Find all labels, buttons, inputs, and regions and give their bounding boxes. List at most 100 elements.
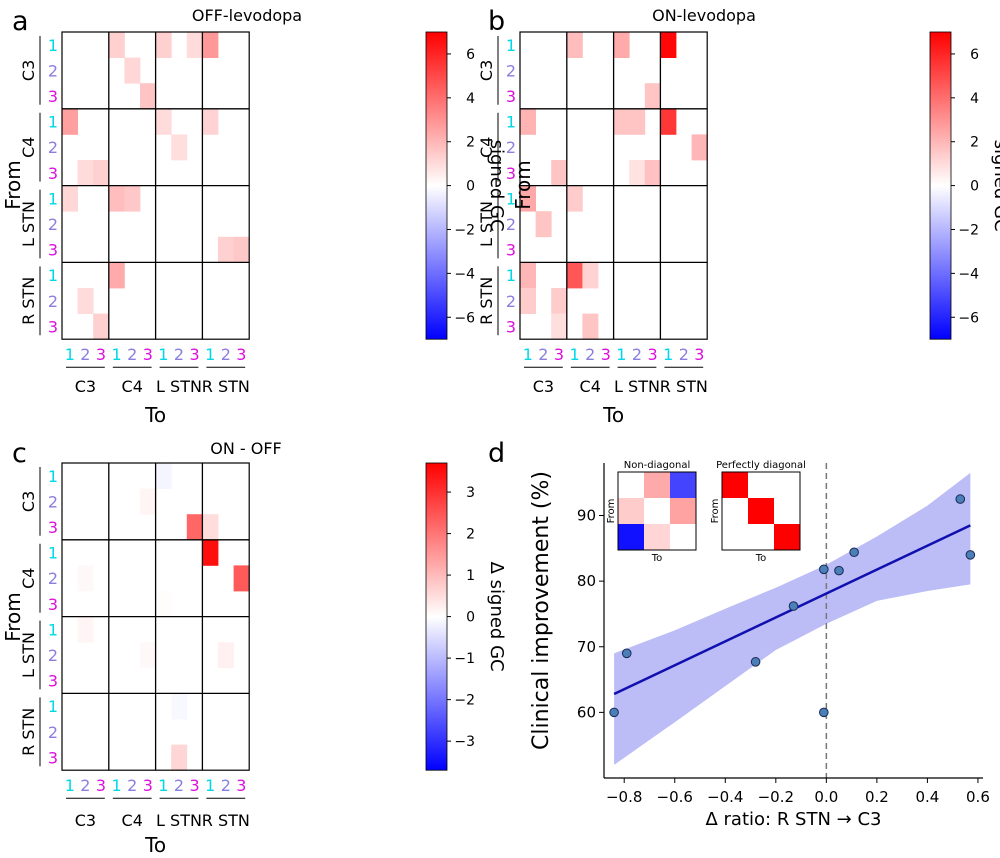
y-axis-label: From [1, 592, 25, 642]
x-group-label: R STN [660, 377, 708, 396]
colorbar-tick-label: −6 [454, 310, 475, 326]
x-tick-label: 3 [190, 345, 200, 364]
heatmap-cell [691, 134, 708, 161]
x-tick-label: 2 [585, 345, 595, 364]
colorbar-tick-label: −4 [454, 266, 475, 282]
x-tick-label: −0.6 [657, 788, 693, 806]
y-tick-label: 3 [48, 87, 58, 106]
colorbar-tick-label: −3 [454, 734, 475, 750]
heatmap-cell [520, 262, 536, 289]
x-tick-label: 0.0 [814, 788, 838, 806]
colorbar-label: Δ signed GC [486, 562, 507, 672]
heatmap-cell [140, 83, 156, 110]
y-group-label: C3 [477, 60, 496, 81]
heatmap-cell [566, 262, 583, 289]
panel-letter-b: b [488, 6, 505, 37]
heatmap-cell [613, 108, 630, 135]
colorbar-tick-label: 2 [466, 527, 475, 543]
inset-cell [618, 524, 644, 550]
x-group-label: C4 [122, 377, 143, 396]
y-tick-label: 3 [506, 87, 516, 106]
x-tick-label: 1 [112, 776, 122, 795]
x-tick-label: 2 [80, 776, 90, 795]
y-tick-label: 3 [48, 518, 58, 537]
heatmap-cell [155, 108, 172, 135]
heatmap-cell [218, 642, 234, 669]
y-tick-label: 3 [506, 241, 516, 260]
y-tick-label: 1 [48, 113, 58, 132]
colorbar-tick-label: 6 [466, 47, 475, 63]
x-group-label: L STN [156, 811, 202, 830]
y-tick-label: 3 [48, 672, 58, 691]
x-group-label: C3 [75, 377, 96, 396]
colorbar-tick-label: 0 [466, 179, 475, 195]
x-tick-label: 1 [158, 345, 168, 364]
data-point [609, 707, 619, 718]
heatmap-cell [551, 313, 568, 340]
heatmap-cell [186, 514, 203, 541]
x-tick-label: −0.8 [606, 788, 642, 806]
x-group-label: R STN [202, 377, 250, 396]
x-group-label: C3 [75, 811, 96, 830]
y-tick-label: 1 [506, 36, 516, 55]
inset-cell [644, 472, 670, 498]
y-tick-label: 3 [48, 241, 58, 260]
y-group-label: R STN [19, 708, 38, 756]
inset-x-label: To [755, 553, 767, 564]
y-tick-label: 3 [48, 317, 58, 336]
x-tick-label: 1 [570, 345, 580, 364]
y-tick-label: 1 [48, 36, 58, 55]
colorbar-tick-label: −6 [958, 310, 979, 326]
x-tick-label: 1 [65, 776, 75, 795]
y-group-label: C4 [477, 137, 496, 158]
y-tick-label: 2 [48, 723, 58, 742]
y-tick-label: 1 [506, 113, 516, 132]
y-tick-label: 2 [48, 215, 58, 234]
heatmap-cell [582, 262, 599, 289]
colorbar-tick-label: 0 [970, 179, 979, 195]
panel-letter-c: c [12, 438, 27, 469]
y-tick-label: 1 [48, 620, 58, 639]
x-axis-label: To [144, 833, 166, 857]
y-tick-label: 1 [48, 189, 58, 208]
heatmap-cell [613, 32, 630, 58]
y-axis-label: From [511, 160, 535, 210]
colorbar [425, 462, 448, 771]
y-group-label: C4 [19, 137, 38, 158]
x-tick-label: 3 [694, 345, 704, 364]
x-axis-label: Δ ratio: R STN → C3 [706, 809, 882, 830]
x-tick-label: 3 [143, 345, 153, 364]
y-tick-label: 2 [48, 492, 58, 511]
heatmap-cell [566, 185, 583, 212]
heatmap-cell [108, 185, 125, 212]
heatmap-cell [77, 565, 94, 592]
y-tick-label: 1 [48, 544, 58, 563]
colorbar-tick-label: 4 [970, 91, 979, 107]
y-tick-label: 2 [506, 138, 516, 157]
y-tick-label: 90 [577, 507, 596, 525]
y-tick-label: 2 [506, 215, 516, 234]
x-group-label: L STN [614, 377, 660, 396]
heatmap-cell [660, 108, 677, 135]
x-tick-label: 3 [96, 776, 106, 795]
heatmap-cell [629, 108, 646, 135]
inset-cell [748, 498, 774, 524]
heatmap-cell [520, 108, 536, 135]
heatmap-cell [520, 185, 536, 212]
heatmap-cell [233, 236, 250, 263]
colorbar-tick-label: −2 [454, 693, 475, 709]
x-tick-label: 1 [205, 776, 215, 795]
colorbar-tick-label: −2 [958, 222, 979, 238]
heatmap-cell [233, 565, 250, 592]
heatmap-title: OFF-levodopa [192, 6, 302, 25]
y-tick-label: 3 [48, 595, 58, 614]
data-point [788, 601, 799, 611]
y-tick-label: 2 [48, 292, 58, 311]
heatmap-cell [566, 32, 583, 58]
y-axis-label: From [1, 160, 25, 210]
heatmap-cell [171, 744, 188, 771]
heatmap-cell [108, 32, 125, 58]
x-tick-label: 2 [632, 345, 642, 364]
colorbar-tick-label: 4 [466, 91, 475, 107]
